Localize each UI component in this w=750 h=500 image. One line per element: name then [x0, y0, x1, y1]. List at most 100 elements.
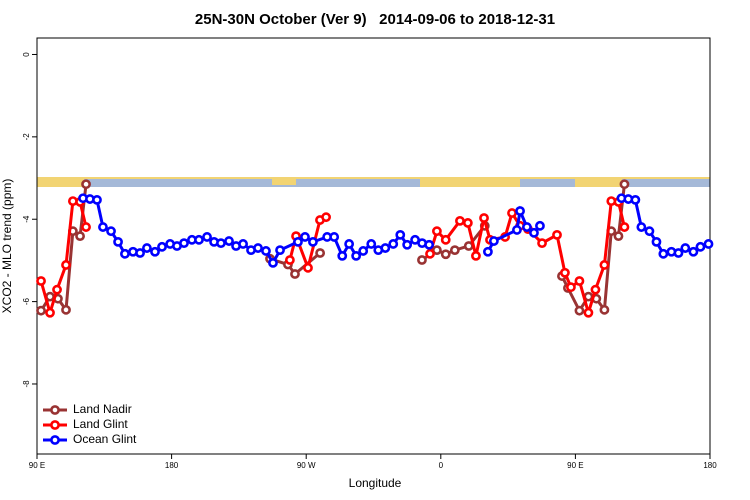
data-point	[179, 238, 189, 249]
data-point	[463, 241, 474, 251]
data-point	[651, 236, 662, 247]
data-point	[703, 239, 714, 249]
data-point	[440, 234, 451, 245]
y-tick-label: -8	[22, 380, 31, 388]
data-point	[157, 241, 167, 252]
x-tick-label: 0	[439, 461, 444, 470]
data-point	[507, 208, 517, 218]
map-strip	[37, 177, 710, 187]
data-point	[358, 246, 369, 256]
x-axis-label: Longitude	[349, 476, 402, 490]
data-point	[529, 227, 539, 238]
data-point	[81, 179, 91, 190]
data-point	[36, 305, 46, 316]
data-point	[388, 239, 399, 249]
data-point	[268, 257, 278, 268]
legend-label: Land Glint	[73, 417, 128, 431]
data-point	[344, 239, 355, 249]
data-point	[81, 222, 91, 232]
data-point	[216, 238, 226, 249]
data-point	[574, 276, 585, 286]
data-point	[36, 276, 46, 286]
data-point	[61, 304, 71, 315]
data-point	[599, 260, 610, 270]
data-point	[402, 239, 413, 250]
data-point	[695, 241, 706, 252]
data-point	[194, 234, 204, 245]
data-point	[75, 231, 85, 242]
x-tick-label: 180	[165, 461, 179, 470]
data-point	[479, 213, 489, 223]
data-point	[425, 248, 435, 259]
data-point	[308, 236, 318, 247]
data-point	[630, 194, 641, 205]
y-tick-label: -2	[22, 133, 31, 141]
data-point	[613, 231, 624, 242]
data-point	[535, 220, 545, 231]
data-point	[417, 255, 427, 265]
data-point	[113, 236, 123, 247]
x-tick-label: 90 E	[29, 461, 45, 470]
data-point	[261, 246, 271, 256]
data-point	[275, 245, 285, 256]
data-point	[522, 222, 532, 232]
data-point	[432, 245, 442, 256]
data-point	[315, 248, 326, 258]
data-point	[253, 243, 263, 253]
data-point	[644, 226, 655, 237]
chart-title: 25N-30N October (Ver 9) 2014-09-06 to 20…	[195, 11, 555, 28]
data-point	[45, 307, 55, 318]
data-point	[284, 255, 295, 265]
data-point	[440, 249, 451, 260]
data-point	[238, 239, 248, 249]
data-point	[471, 250, 481, 261]
data-point	[552, 229, 562, 240]
data-point	[455, 215, 465, 226]
x-tick-label: 90 E	[567, 461, 583, 470]
data-point	[636, 222, 647, 232]
data-point	[224, 236, 234, 246]
data-point	[560, 267, 570, 278]
legend-label: Land Nadir	[73, 402, 132, 416]
legend-marker	[50, 435, 60, 445]
data-point	[98, 222, 108, 232]
data-point	[337, 250, 348, 261]
data-point	[537, 238, 547, 249]
data-point	[488, 236, 499, 246]
data-point	[321, 212, 331, 223]
y-axis-label: XCO2 - MLO trend (ppm)	[0, 179, 14, 314]
data-point	[293, 236, 303, 247]
data-point	[52, 284, 62, 295]
x-tick-label: 90 W	[297, 461, 316, 470]
data-point	[150, 246, 160, 257]
series-line	[39, 184, 626, 314]
data-point	[673, 248, 684, 258]
data-point	[106, 226, 116, 237]
data-point	[462, 218, 473, 228]
data-point	[202, 232, 212, 242]
data-point	[351, 250, 362, 261]
data-point	[680, 243, 691, 253]
x-tick-label: 180	[703, 461, 717, 470]
data-point	[583, 307, 594, 318]
legend-label: Ocean Glint	[73, 432, 137, 446]
data-point	[590, 284, 601, 295]
legend-marker	[50, 420, 60, 430]
data-point	[366, 239, 377, 249]
data-point	[329, 232, 340, 242]
data-point	[599, 304, 610, 315]
y-tick-label: -6	[22, 298, 31, 306]
data-point	[483, 246, 493, 257]
data-point	[395, 229, 406, 240]
data-point	[92, 194, 102, 205]
data-point	[380, 243, 391, 253]
data-point	[290, 269, 300, 279]
data-point	[303, 262, 313, 273]
data-point	[619, 222, 630, 232]
data-point	[432, 226, 442, 237]
y-tick-label: 0	[22, 52, 31, 57]
y-tick-label: -4	[22, 215, 31, 223]
data-point	[688, 246, 699, 257]
data-point	[120, 248, 130, 259]
